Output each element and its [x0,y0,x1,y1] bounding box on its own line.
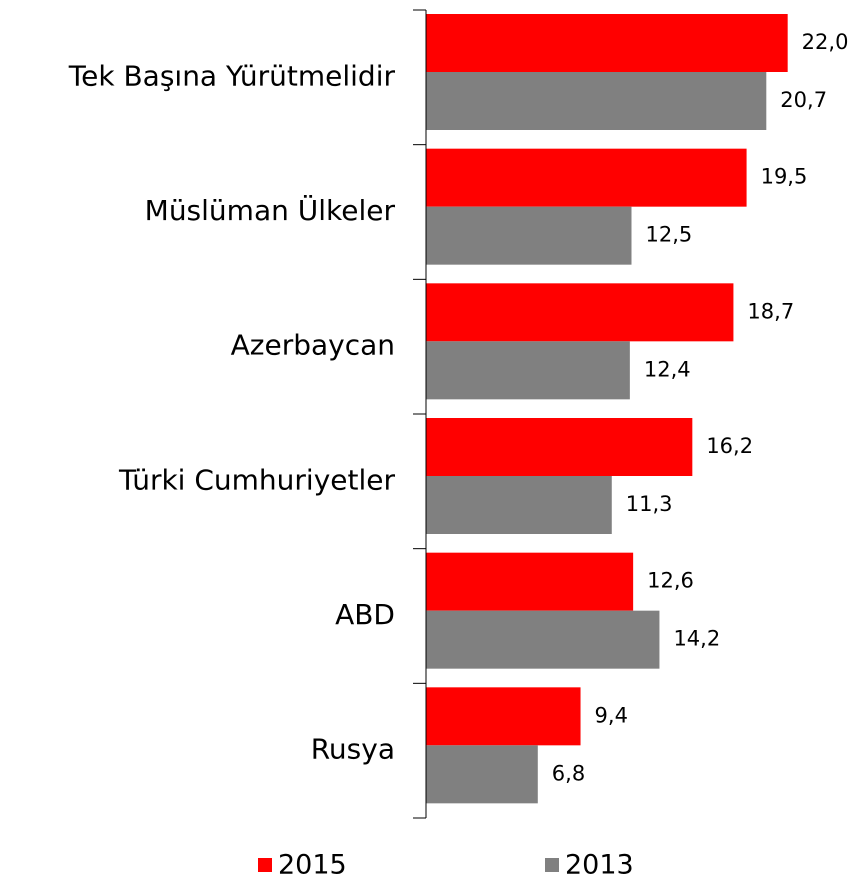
bar [426,552,634,611]
bar [426,283,734,342]
bar [426,148,747,207]
value-label: 12,4 [644,357,691,381]
bar [426,476,612,534]
value-label: 18,7 [747,299,794,323]
y-tick-label: Tek Başına Yürütmelidir [68,59,396,92]
bar [426,72,767,130]
value-label: 16,2 [706,434,753,458]
legend-swatch [545,858,559,872]
legend-label: 2015 [278,850,347,881]
y-tick-label: Rusya [311,733,395,766]
bar [426,418,693,476]
bar [426,206,632,265]
value-label: 6,8 [552,761,585,785]
value-label: 14,2 [673,627,720,651]
value-label: 22,0 [802,30,849,54]
y-tick-label: Azerbaycan [231,329,395,362]
bar [426,610,660,669]
y-tick-label: ABD [335,598,395,631]
value-label: 19,5 [761,165,808,189]
bar [426,14,788,72]
value-label: 20,7 [780,88,827,112]
value-label: 9,4 [595,703,628,727]
bar [426,341,630,400]
y-tick-label: Türki Cumhuriyetler [118,463,396,496]
bar [426,745,538,804]
value-label: 12,6 [647,569,694,593]
value-label: 11,3 [626,492,673,516]
legend-swatch [258,858,272,872]
y-tick-label: Müslüman Ülkeler [145,193,396,227]
legend-label: 2013 [565,850,634,881]
bar [426,687,581,746]
value-label: 12,5 [646,223,693,247]
